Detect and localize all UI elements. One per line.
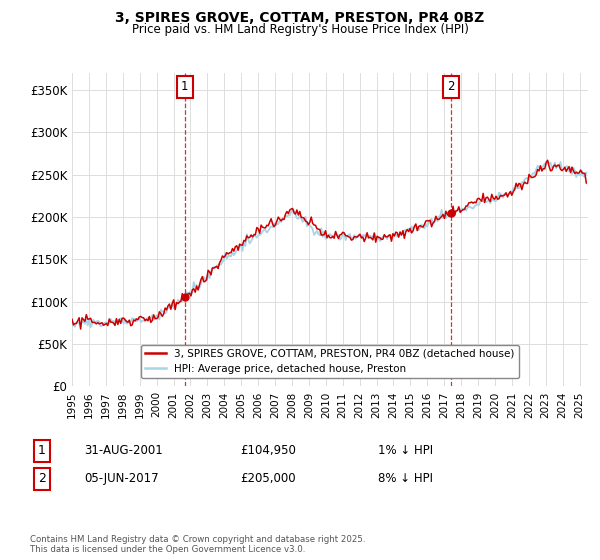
Text: Price paid vs. HM Land Registry's House Price Index (HPI): Price paid vs. HM Land Registry's House … bbox=[131, 24, 469, 36]
Text: 3, SPIRES GROVE, COTTAM, PRESTON, PR4 0BZ: 3, SPIRES GROVE, COTTAM, PRESTON, PR4 0B… bbox=[115, 11, 485, 25]
Text: 05-JUN-2017: 05-JUN-2017 bbox=[84, 472, 158, 486]
Text: 1% ↓ HPI: 1% ↓ HPI bbox=[378, 444, 433, 458]
Text: 8% ↓ HPI: 8% ↓ HPI bbox=[378, 472, 433, 486]
Text: 1: 1 bbox=[38, 444, 46, 458]
Text: 31-AUG-2001: 31-AUG-2001 bbox=[84, 444, 163, 458]
Text: Contains HM Land Registry data © Crown copyright and database right 2025.
This d: Contains HM Land Registry data © Crown c… bbox=[30, 535, 365, 554]
Text: 2: 2 bbox=[448, 81, 455, 94]
Text: £104,950: £104,950 bbox=[240, 444, 296, 458]
Text: £205,000: £205,000 bbox=[240, 472, 296, 486]
Legend: 3, SPIRES GROVE, COTTAM, PRESTON, PR4 0BZ (detached house), HPI: Average price, : 3, SPIRES GROVE, COTTAM, PRESTON, PR4 0B… bbox=[141, 344, 519, 378]
Text: 1: 1 bbox=[181, 81, 188, 94]
Text: 2: 2 bbox=[38, 472, 46, 486]
